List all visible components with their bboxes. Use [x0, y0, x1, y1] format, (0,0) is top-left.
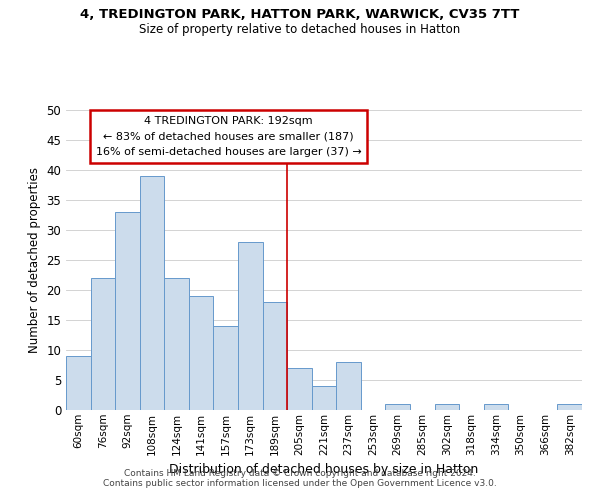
Bar: [385, 404, 410, 410]
Bar: [140, 176, 164, 410]
Y-axis label: Number of detached properties: Number of detached properties: [28, 167, 41, 353]
Bar: [164, 278, 189, 410]
Bar: [484, 404, 508, 410]
X-axis label: Distribution of detached houses by size in Hatton: Distribution of detached houses by size …: [169, 463, 479, 476]
Bar: [434, 404, 459, 410]
Bar: [336, 362, 361, 410]
Bar: [557, 404, 582, 410]
Bar: [238, 242, 263, 410]
Text: Contains HM Land Registry data © Crown copyright and database right 2024.: Contains HM Land Registry data © Crown c…: [124, 468, 476, 477]
Text: Size of property relative to detached houses in Hatton: Size of property relative to detached ho…: [139, 22, 461, 36]
Bar: [287, 368, 312, 410]
Bar: [91, 278, 115, 410]
Bar: [66, 356, 91, 410]
Text: 4 TREDINGTON PARK: 192sqm
← 83% of detached houses are smaller (187)
16% of semi: 4 TREDINGTON PARK: 192sqm ← 83% of detac…: [95, 116, 361, 157]
Bar: [263, 302, 287, 410]
Bar: [115, 212, 140, 410]
Bar: [214, 326, 238, 410]
Text: Contains public sector information licensed under the Open Government Licence v3: Contains public sector information licen…: [103, 478, 497, 488]
Text: 4, TREDINGTON PARK, HATTON PARK, WARWICK, CV35 7TT: 4, TREDINGTON PARK, HATTON PARK, WARWICK…: [80, 8, 520, 20]
Bar: [189, 296, 214, 410]
Bar: [312, 386, 336, 410]
